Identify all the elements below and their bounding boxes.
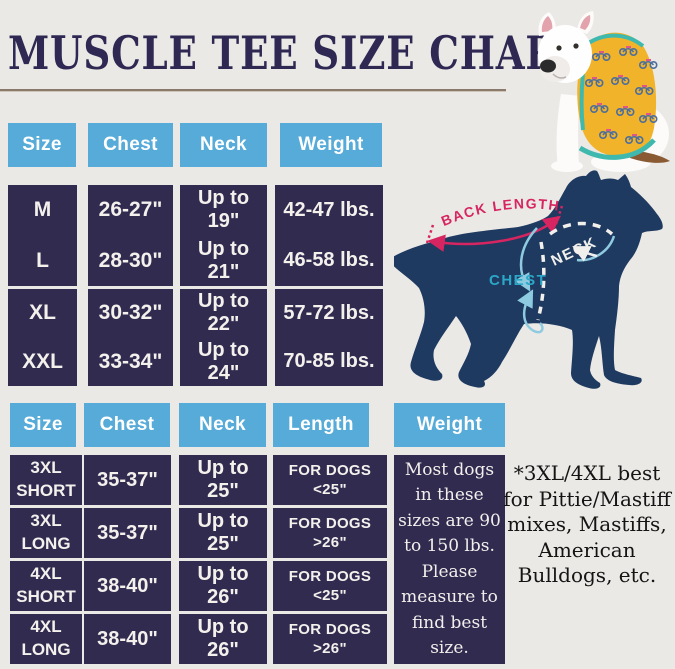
breed-recommendation-note: *3XL/4XL best for Pittie/Mastiff mixes, … <box>503 461 671 588</box>
cell-chest-xl: 30-32" <box>98 301 163 325</box>
col-chest-ml: 26-27" 28-30" <box>88 185 173 286</box>
cell-4xllong-neck: Up to 26" <box>179 614 267 664</box>
cell-4xllong-chest: 38-40" <box>84 614 171 664</box>
neck-dashed-line <box>548 221 614 236</box>
col-size-ml: M L <box>8 185 77 286</box>
page-title: MUSCLE TEE SIZE CHART <box>8 26 586 80</box>
cell-weight-xxl: 70-85 lbs. <box>283 350 375 373</box>
cell-3xlshort-size: 3XL SHORT <box>10 455 82 505</box>
dog-front-leg <box>556 94 581 168</box>
cell-size-xxl: XXL <box>22 349 63 373</box>
header-cell-weight: Weight <box>280 123 382 167</box>
cell-4xlshort-neck: Up to 26" <box>179 561 267 611</box>
cell-3xlshort-neck: Up to 25" <box>179 455 267 505</box>
measurement-diagram: BACK LENGTH NECK CHEST <box>394 170 663 389</box>
cell-3xllong-length: FOR DOGS >26" <box>273 508 387 558</box>
col-chest-xl: 30-32" 33-34" <box>88 289 173 386</box>
header2-cell-size: Size <box>10 403 76 447</box>
cell-size-l: L <box>36 248 49 272</box>
back-length-arrow <box>427 215 561 252</box>
col-weight-xl: 57-72 lbs. 70-85 lbs. <box>275 289 383 386</box>
cell-neck-m: Up to 19" <box>197 187 250 233</box>
title-underline <box>0 89 506 92</box>
header2-cell-weight: Weight <box>394 403 505 447</box>
col-size-xl: XL XXL <box>8 289 77 386</box>
cell-chest-l: 28-30" <box>98 248 163 272</box>
dog-eye <box>573 43 579 49</box>
dog-nose <box>540 59 556 73</box>
product-photo <box>538 11 670 172</box>
header2-cell-length: Length <box>273 403 369 447</box>
cell-neck-xxl: Up to 24" <box>197 338 250 384</box>
cell-4xlshort-size: 4XL SHORT <box>10 561 82 611</box>
cell-3xlshort-chest: 35-37" <box>84 455 171 505</box>
cell-4xlshort-chest: 38-40" <box>84 561 171 611</box>
dog-eye <box>556 45 562 51</box>
header-cell-neck: Neck <box>180 123 267 167</box>
header2-cell-chest: Chest <box>84 403 170 447</box>
chest-dashed-line <box>536 241 546 321</box>
cell-weight-xl: 57-72 lbs. <box>283 301 375 324</box>
header2-cell-neck: Neck <box>179 403 266 447</box>
cell-4xllong-length: FOR DOGS >26" <box>273 614 387 664</box>
cell-4xllong-size: 4XL LONG <box>10 614 82 664</box>
cell-3xlshort-length: FOR DOGS <25" <box>273 455 387 505</box>
muscle-tee <box>577 32 657 156</box>
weight-note-box: Most dogs in these sizes are 90 to 150 l… <box>394 455 505 664</box>
cell-3xllong-size: 3XL LONG <box>10 508 82 558</box>
cell-chest-m: 26-27" <box>98 198 163 222</box>
cell-4xlshort-length: FOR DOGS <25" <box>273 561 387 611</box>
cell-neck-xl: Up to 22" <box>197 290 250 336</box>
header-cell-size: Size <box>8 123 76 167</box>
cell-size-m: M <box>33 198 52 222</box>
cell-3xllong-neck: Up to 25" <box>179 508 267 558</box>
col-neck-ml: Up to 19" Up to 21" <box>180 185 267 286</box>
cell-weight-l: 46-58 lbs. <box>283 249 375 272</box>
col-neck-xl: Up to 22" Up to 24" <box>180 289 267 386</box>
col-weight-ml: 42-47 lbs. 46-58 lbs. <box>275 185 383 286</box>
cell-size-xl: XL <box>29 301 56 325</box>
cell-chest-xxl: 33-34" <box>98 349 163 373</box>
header-cell-chest: Chest <box>88 123 173 167</box>
cell-neck-l: Up to 21" <box>197 237 250 283</box>
cell-3xllong-chest: 35-37" <box>84 508 171 558</box>
chest-label: CHEST <box>489 272 547 289</box>
cell-weight-m: 42-47 lbs. <box>283 198 375 221</box>
